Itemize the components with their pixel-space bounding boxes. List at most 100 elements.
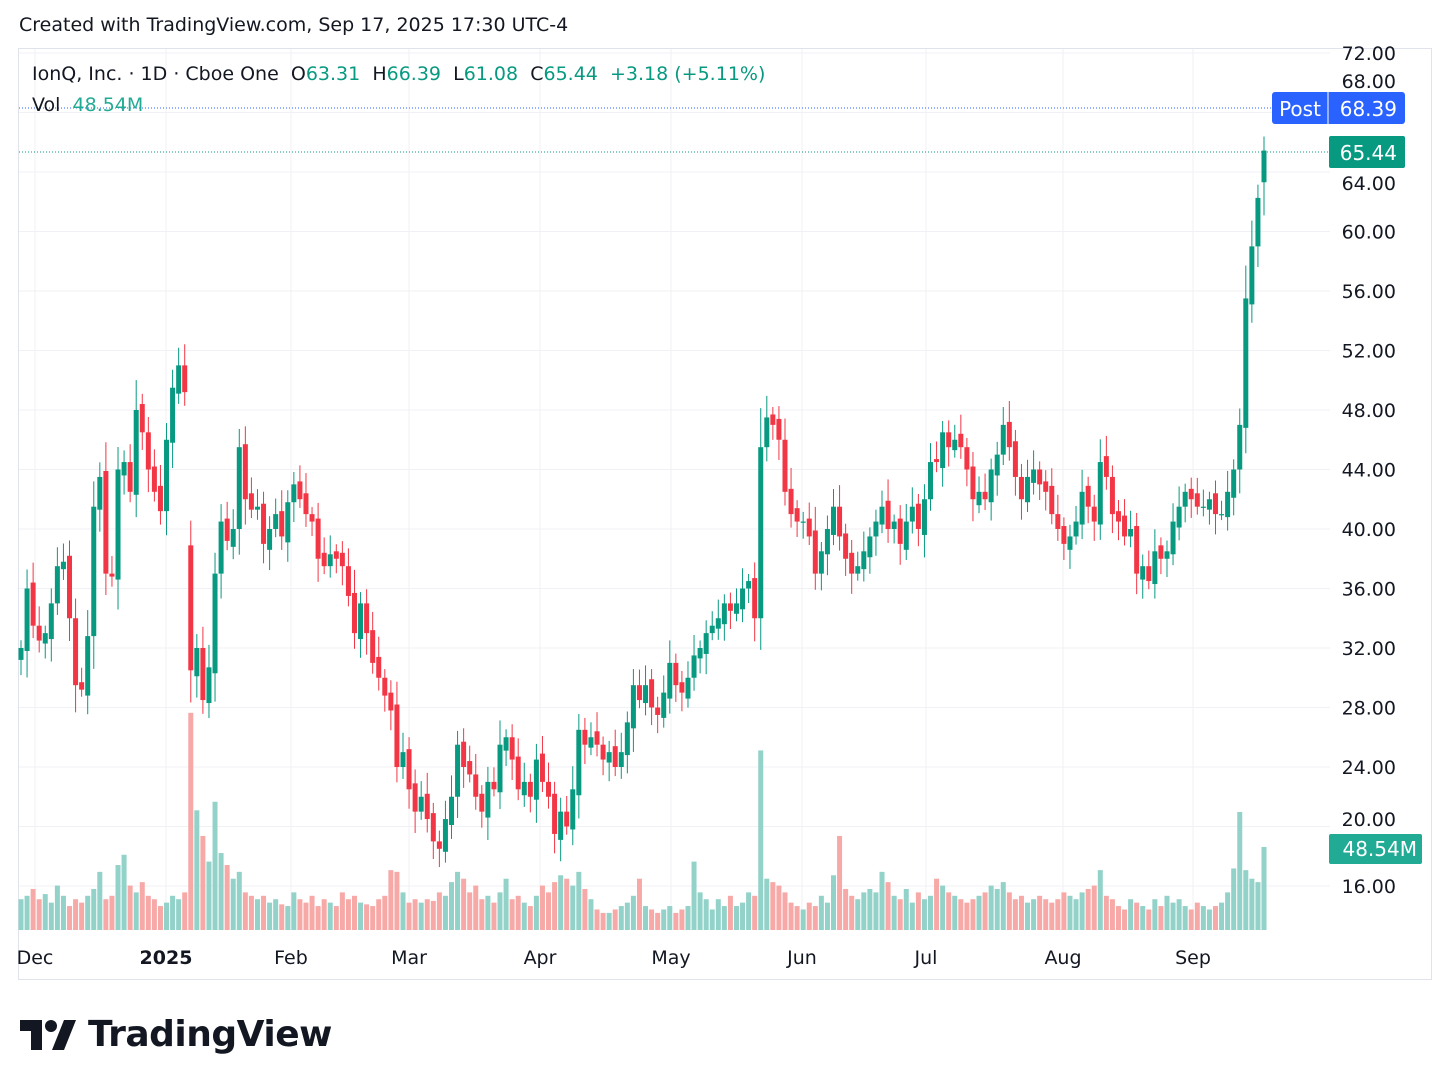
candle-body — [333, 551, 339, 559]
candle-body — [24, 588, 30, 651]
volume-bar — [157, 906, 163, 930]
x-tick-label: May — [651, 947, 690, 969]
candle-body — [988, 469, 994, 503]
candle-body — [861, 551, 867, 570]
candle-body — [782, 439, 788, 492]
volume-bar — [746, 892, 752, 930]
candle-body — [740, 588, 746, 610]
candle-body — [503, 737, 509, 751]
candle-body — [1055, 514, 1061, 529]
volume-bar — [952, 895, 958, 930]
candle-body — [733, 603, 739, 614]
tradingview-logo[interactable]: TradingView — [20, 1014, 332, 1055]
candle-body — [830, 506, 836, 535]
candle-body — [818, 551, 824, 574]
candle-body — [867, 536, 873, 558]
volume-bar — [867, 888, 873, 930]
y-tick-label: 48.00 — [1342, 400, 1396, 422]
candle-body — [1219, 514, 1225, 516]
volume-bar — [649, 909, 655, 930]
candle-body — [1140, 566, 1146, 580]
y-tick-label: 64.00 — [1342, 173, 1396, 195]
volume-bar — [254, 899, 260, 930]
low-value: 61.08 — [463, 63, 519, 85]
candle-body — [952, 439, 958, 451]
candle-body — [170, 387, 176, 443]
candle-body — [236, 447, 242, 529]
candle-body — [964, 447, 970, 470]
candle-body — [133, 410, 139, 495]
volume-bar — [442, 895, 448, 930]
candle-body — [1109, 476, 1115, 515]
candle-body — [60, 561, 66, 570]
volume-label[interactable]: Vol — [32, 94, 61, 116]
volume-bar — [976, 895, 982, 930]
candle-body — [297, 481, 303, 500]
candle-body — [1243, 298, 1249, 428]
last-price-value: 65.44 — [1340, 141, 1397, 165]
candle-body — [1146, 566, 1152, 582]
candle-body — [491, 781, 497, 790]
candle-body — [576, 729, 582, 796]
volume-bar — [455, 871, 461, 930]
candle-body — [539, 753, 545, 782]
volume-bar — [212, 801, 218, 930]
candle-body — [903, 521, 909, 550]
candle-body — [655, 707, 661, 715]
volume-bar — [303, 902, 309, 930]
volume-bar — [667, 906, 673, 930]
volume-bar — [1091, 885, 1097, 930]
candle-body — [85, 636, 91, 696]
volume-bar — [424, 899, 430, 930]
candle-body — [376, 656, 382, 678]
volume-bar — [461, 878, 467, 930]
volume-bar — [564, 878, 570, 930]
symbol-info[interactable]: IonQ, Inc. · 1D · Cboe One — [32, 63, 279, 85]
candle-body — [206, 667, 212, 704]
volume-bar — [224, 865, 230, 930]
volume-bar — [24, 895, 30, 930]
volume-bar — [521, 902, 527, 930]
volume-bar — [218, 853, 224, 930]
candle-body — [521, 781, 527, 796]
volume-bar — [588, 899, 594, 930]
volume-bar — [624, 902, 630, 930]
volume-bar — [182, 892, 188, 930]
candle-body — [558, 811, 564, 840]
candle-body — [1200, 506, 1206, 508]
candle-body — [248, 493, 254, 510]
candle-body — [345, 566, 351, 596]
candle-body — [1006, 421, 1012, 448]
volume-bar — [855, 899, 861, 930]
volume-bar — [291, 892, 297, 930]
candle-body — [370, 630, 376, 663]
candle-body — [91, 506, 97, 637]
candle-body — [673, 662, 679, 686]
candle-body — [788, 488, 794, 515]
volume-bar — [934, 878, 940, 930]
candle-body — [552, 793, 558, 834]
volume-bar — [30, 888, 36, 930]
volume-bar — [940, 885, 946, 930]
candle-body — [691, 655, 697, 678]
volume-bar — [1170, 902, 1176, 930]
candle-body — [1194, 493, 1200, 507]
post-price-tag — [1272, 92, 1405, 124]
candle-body — [1103, 456, 1109, 477]
candle-body — [1182, 491, 1188, 507]
candle-body — [1225, 491, 1231, 518]
volume-bar — [388, 870, 394, 930]
candle-body — [685, 677, 691, 699]
open-label: O — [290, 63, 306, 85]
candles — [18, 136, 1267, 868]
volume-bar — [188, 712, 194, 930]
candle-body — [582, 729, 588, 745]
volume-bar — [200, 835, 206, 930]
candle-body — [630, 685, 636, 729]
high-label: H — [372, 63, 387, 85]
volume-bar — [248, 895, 254, 930]
candle-body — [364, 603, 370, 634]
volume-bar — [1140, 906, 1146, 930]
x-tick-label: Dec — [17, 947, 54, 969]
